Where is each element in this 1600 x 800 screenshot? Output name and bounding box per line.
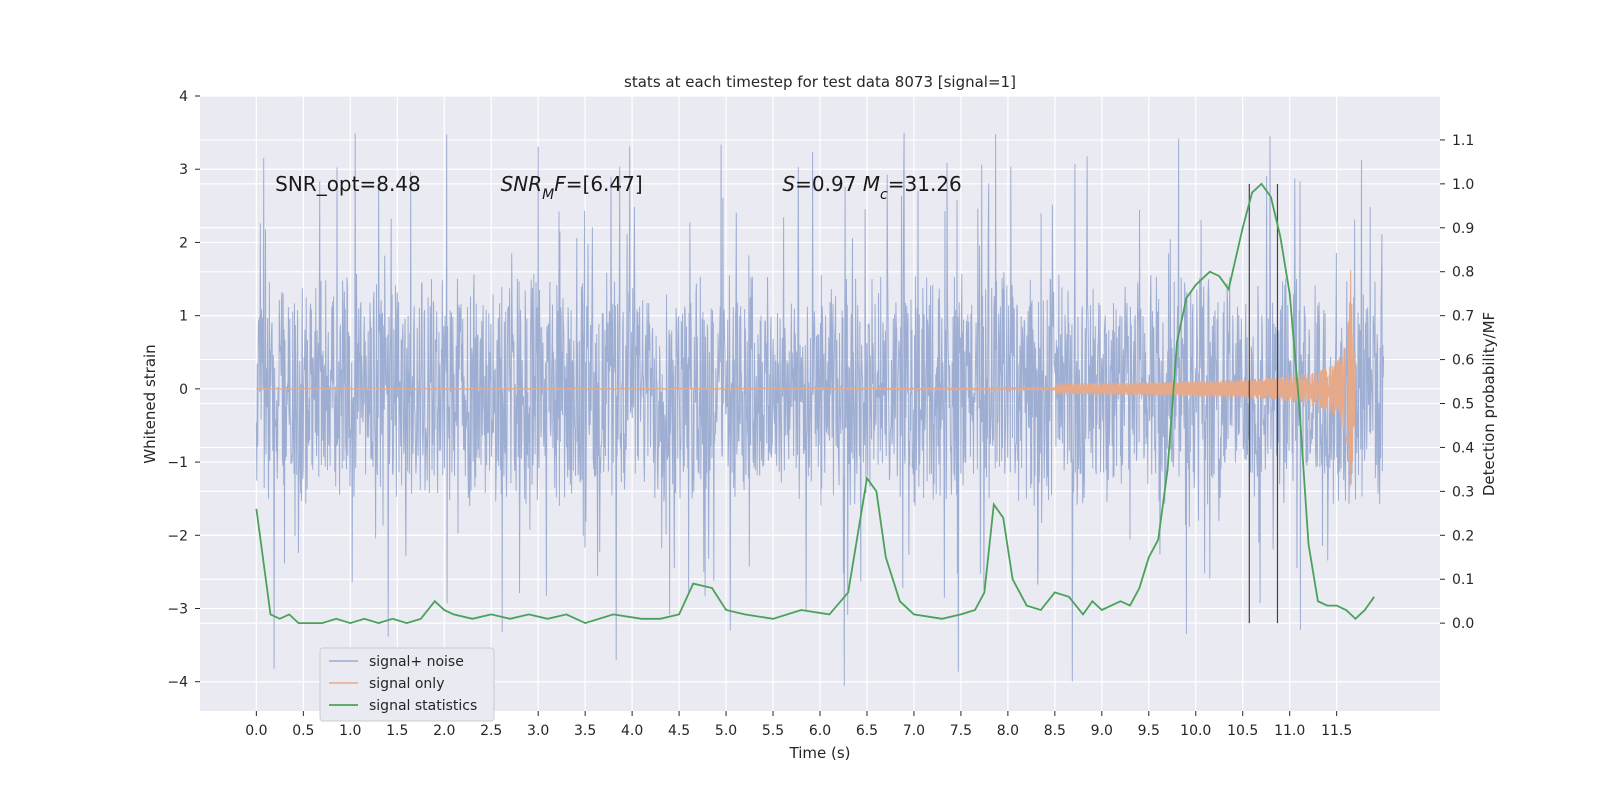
- signal-statistics-series: [255, 182, 1375, 625]
- y-axis-label: Whitened strain: [141, 344, 159, 463]
- y2-tick-label: 1.1: [1452, 133, 1474, 149]
- y-tick-label: −1: [167, 455, 188, 471]
- chirp-trace: [256, 270, 1357, 488]
- y2-tick-label: 0.4: [1452, 440, 1474, 456]
- x-tick-label: 7.5: [950, 723, 972, 739]
- y-tick-label: 3: [179, 162, 188, 178]
- x-tick-label: 5.5: [762, 723, 784, 739]
- y-tick-label: −3: [167, 602, 188, 618]
- annotations: SNR_opt=8.48 SNRMF=[6.47] S=0.97 Mc=31.26: [275, 172, 962, 203]
- x-tick-label: 0.5: [292, 723, 314, 739]
- x-tick-label: 4.0: [621, 723, 643, 739]
- x-tick-label: 10.5: [1227, 723, 1258, 739]
- x-tick-label: 2.5: [480, 723, 502, 739]
- x-tick-label: 10.0: [1180, 723, 1211, 739]
- x-tick-label: 9.5: [1138, 723, 1160, 739]
- legend-label-noise: signal+ noise: [369, 654, 464, 670]
- annotation-1: SNRMF=[6.47]: [501, 172, 643, 203]
- y-tick-label: 1: [179, 309, 188, 325]
- vertical-markers: [1248, 183, 1279, 624]
- y2-tick-label: 0.1: [1452, 572, 1474, 588]
- signal-noise-series: [255, 132, 1385, 686]
- x-tick-label: 2.0: [433, 723, 455, 739]
- y2-tick-label: 0.2: [1452, 528, 1474, 544]
- y2-tick-label: 0.0: [1452, 616, 1474, 632]
- x-tick-label: 3.5: [574, 723, 596, 739]
- annotation-2: S=0.97 Mc=31.26: [782, 172, 961, 203]
- x-tick-label: 6.0: [809, 723, 831, 739]
- x-tick-label: 11.5: [1321, 723, 1352, 739]
- y-tick-label: −2: [167, 528, 188, 544]
- y2-tick-label: 0.9: [1452, 221, 1474, 237]
- x-tick-label: 11.0: [1274, 723, 1305, 739]
- y-tick-label: 2: [179, 235, 188, 251]
- annotation-0: SNR_opt=8.48: [275, 172, 421, 196]
- y2-tick-label: 0.8: [1452, 265, 1474, 281]
- y2-tick-label: 0.6: [1452, 353, 1474, 369]
- legend-label-signal: signal only: [369, 676, 444, 692]
- y2-tick-label: 0.5: [1452, 397, 1474, 413]
- signal-only-series: [256, 270, 1357, 488]
- x-tick-label: 9.0: [1091, 723, 1113, 739]
- x-tick-label: 1.5: [386, 723, 408, 739]
- x-axis-label: Time (s): [789, 744, 851, 762]
- x-tick-label: 3.0: [527, 723, 549, 739]
- y2-tick-label: 1.0: [1452, 177, 1474, 193]
- x-tick-label: 5.0: [715, 723, 737, 739]
- y-tick-label: 0: [179, 382, 188, 398]
- stats-trace: [255, 182, 1375, 625]
- y-tick-label: 4: [179, 89, 188, 105]
- x-tick-label: 7.0: [903, 723, 925, 739]
- x-tick-label: 1.0: [339, 723, 361, 739]
- x-tick-label: 0.0: [245, 723, 267, 739]
- y2-axis-label: Detection probability/MF: [1480, 312, 1498, 496]
- x-tick-label: 6.5: [856, 723, 878, 739]
- legend: signal+ noise signal only signal statist…: [319, 647, 495, 722]
- y-tick-label: −4: [167, 675, 188, 691]
- x-tick-label: 8.5: [1044, 723, 1066, 739]
- y2-tick-label: 0.3: [1452, 484, 1474, 500]
- y2-tick-label: 0.7: [1452, 309, 1474, 325]
- axis-ticks: 0.0 0.5 1.0 1.5 2.0 2.5 3.0 3.5 4.0 4.5 5.0 5.5 6.0 6…: [167, 89, 1474, 739]
- chart-title: stats at each timestep for test data 807…: [624, 73, 1016, 91]
- legend-label-stats: signal statistics: [369, 698, 477, 714]
- x-tick-label: 4.5: [668, 723, 690, 739]
- legend-box: [319, 647, 495, 722]
- x-tick-label: 8.0: [997, 723, 1019, 739]
- noise-trace: [255, 132, 1385, 686]
